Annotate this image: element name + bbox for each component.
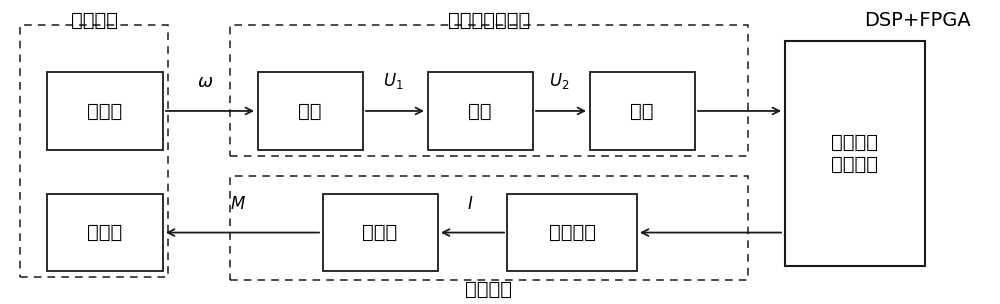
Text: 滤波: 滤波 xyxy=(630,102,654,120)
Text: $\mathit{\omega}$: $\mathit{\omega}$ xyxy=(197,73,213,91)
Text: 施矩脉冲: 施矩脉冲 xyxy=(548,223,596,242)
Text: $\mathit{U}_2$: $\mathit{U}_2$ xyxy=(549,71,569,91)
Bar xyxy=(47,194,162,271)
Bar xyxy=(230,176,748,280)
Text: 解调: 解调 xyxy=(468,102,492,120)
Bar xyxy=(507,194,637,271)
Text: 挠性陀螺: 挠性陀螺 xyxy=(70,11,118,30)
Text: DSP+FPGA: DSP+FPGA xyxy=(865,11,971,30)
Bar xyxy=(590,72,694,150)
Bar xyxy=(785,41,925,266)
Text: 力矩器: 力矩器 xyxy=(87,223,123,242)
Bar xyxy=(258,72,362,150)
Bar xyxy=(230,25,748,156)
Text: 前端预处理电路: 前端预处理电路 xyxy=(448,11,530,30)
Text: 信号采集
数据处理: 信号采集 数据处理 xyxy=(832,133,879,174)
Text: $\mathit{I}$: $\mathit{I}$ xyxy=(467,195,473,213)
Text: $\mathit{M}$: $\mathit{M}$ xyxy=(230,195,246,213)
Bar xyxy=(428,72,532,150)
Text: 恒流源: 恒流源 xyxy=(362,223,398,242)
Bar xyxy=(20,25,168,277)
Text: 信号器: 信号器 xyxy=(87,102,123,120)
Text: 施矩电路: 施矩电路 xyxy=(466,280,512,299)
Bar xyxy=(322,194,438,271)
Text: 带通: 带通 xyxy=(298,102,322,120)
Bar xyxy=(47,72,162,150)
Text: $\mathit{U}_1$: $\mathit{U}_1$ xyxy=(383,71,403,91)
